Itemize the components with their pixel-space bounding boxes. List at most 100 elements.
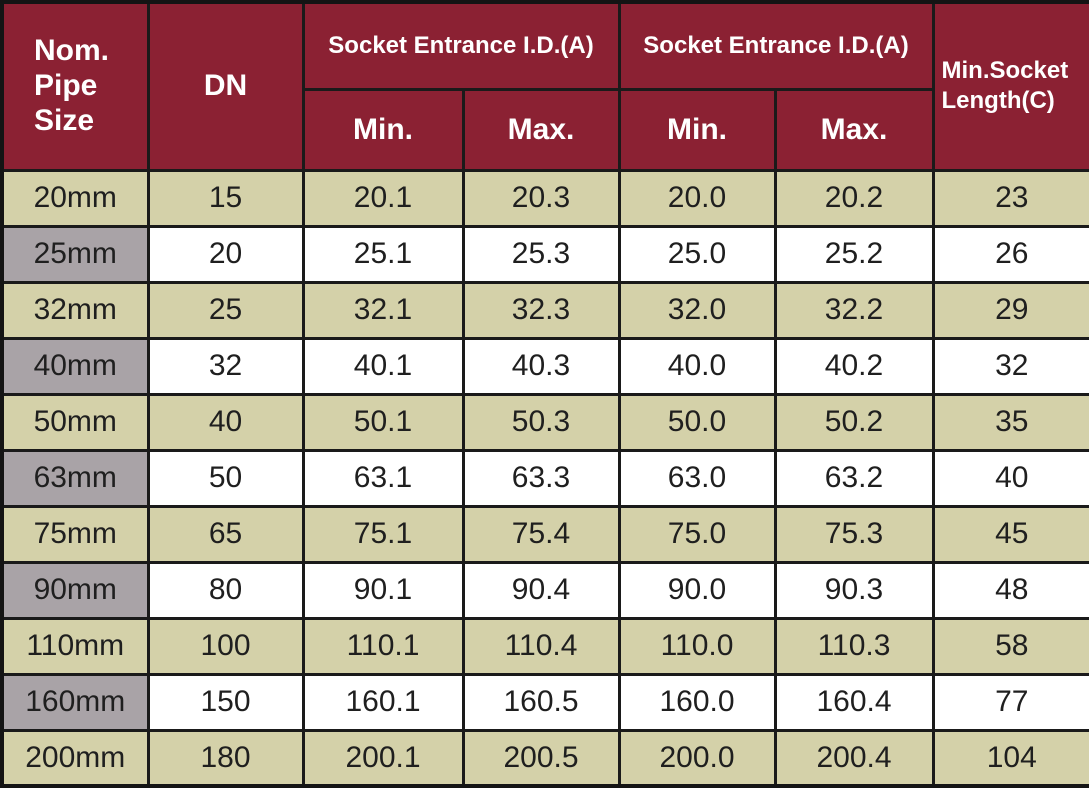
column-header-max-2: Max. [773,87,935,172]
max-a-cell: 50.3 [461,392,621,452]
socket-length-cell: 104 [931,728,1089,788]
dn-cell: 15 [146,168,305,228]
table-row: 75mm 65 75.1 75.4 75.0 75.3 45 [0,504,1089,564]
column-header-socket-length: Min.Socket Length(C) [931,0,1089,172]
table-row: 200mm 180 200.1 200.5 200.0 200.4 104 [0,728,1089,788]
max-a-cell: 160.5 [461,672,621,732]
dn-cell: 100 [146,616,305,676]
header-row-top: Nom. Pipe Size DN Socket Entrance I.D.(A… [0,0,1089,172]
table-row: 63mm 50 63.1 63.3 63.0 63.2 40 [0,448,1089,508]
max-b-cell: 25.2 [773,224,935,284]
table-row: 40mm 32 40.1 40.3 40.0 40.2 32 [0,336,1089,396]
min-b-cell: 75.0 [617,504,777,564]
column-header-pipe-size: Nom. Pipe Size [0,0,150,172]
min-b-cell: 63.0 [617,448,777,508]
socket-length-cell: 29 [931,280,1089,340]
table-row: 160mm 150 160.1 160.5 160.0 160.4 77 [0,672,1089,732]
socket-length-cell: 48 [931,560,1089,620]
max-a-cell: 200.5 [461,728,621,788]
table-row: 50mm 40 50.1 50.3 50.0 50.2 35 [0,392,1089,452]
max-b-cell: 50.2 [773,392,935,452]
max-a-cell: 32.3 [461,280,621,340]
min-a-cell: 40.1 [301,336,465,396]
dn-cell: 25 [146,280,305,340]
socket-length-cell: 58 [931,616,1089,676]
min-a-cell: 20.1 [301,168,465,228]
min-a-cell: 160.1 [301,672,465,732]
max-b-cell: 110.3 [773,616,935,676]
min-a-cell: 90.1 [301,560,465,620]
column-header-max-1: Max. [461,87,621,172]
pipe-size-cell: 63mm [0,448,150,508]
max-b-cell: 200.4 [773,728,935,788]
column-header-min-1: Min. [301,87,465,172]
table-row: 110mm 100 110.1 110.4 110.0 110.3 58 [0,616,1089,676]
max-a-cell: 63.3 [461,448,621,508]
pipe-size-cell: 90mm [0,560,150,620]
min-a-cell: 75.1 [301,504,465,564]
pipe-size-cell: 75mm [0,504,150,564]
socket-length-cell: 26 [931,224,1089,284]
min-b-cell: 90.0 [617,560,777,620]
table-row: 90mm 80 90.1 90.4 90.0 90.3 48 [0,560,1089,620]
table-header: Nom. Pipe Size DN Socket Entrance I.D.(A… [0,0,1089,172]
dn-cell: 20 [146,224,305,284]
socket-length-cell: 35 [931,392,1089,452]
max-a-cell: 90.4 [461,560,621,620]
min-a-cell: 25.1 [301,224,465,284]
max-b-cell: 63.2 [773,448,935,508]
pipe-size-cell: 32mm [0,280,150,340]
dn-cell: 80 [146,560,305,620]
min-a-cell: 32.1 [301,280,465,340]
column-group-socket-entrance-1: Socket Entrance I.D.(A) [301,0,621,91]
min-a-cell: 110.1 [301,616,465,676]
socket-length-cell: 23 [931,168,1089,228]
max-a-cell: 20.3 [461,168,621,228]
socket-length-cell: 40 [931,448,1089,508]
table-row: 20mm 15 20.1 20.3 20.0 20.2 23 [0,168,1089,228]
pipe-size-cell: 20mm [0,168,150,228]
pipe-size-cell: 40mm [0,336,150,396]
column-group-socket-entrance-2: Socket Entrance I.D.(A) [617,0,935,91]
dn-cell: 180 [146,728,305,788]
min-b-cell: 40.0 [617,336,777,396]
socket-length-cell: 45 [931,504,1089,564]
max-b-cell: 90.3 [773,560,935,620]
pipe-size-cell: 200mm [0,728,150,788]
min-b-cell: 25.0 [617,224,777,284]
max-b-cell: 40.2 [773,336,935,396]
dn-cell: 150 [146,672,305,732]
dn-cell: 65 [146,504,305,564]
min-a-cell: 200.1 [301,728,465,788]
min-a-cell: 63.1 [301,448,465,508]
pipe-size-cell: 25mm [0,224,150,284]
column-header-min-2: Min. [617,87,777,172]
socket-length-cell: 32 [931,336,1089,396]
min-b-cell: 200.0 [617,728,777,788]
table-body: 20mm 15 20.1 20.3 20.0 20.2 23 25mm 20 2… [0,168,1089,788]
max-a-cell: 25.3 [461,224,621,284]
dn-cell: 40 [146,392,305,452]
max-b-cell: 75.3 [773,504,935,564]
column-header-dn: DN [146,0,305,172]
max-a-cell: 75.4 [461,504,621,564]
table-row: 25mm 20 25.1 25.3 25.0 25.2 26 [0,224,1089,284]
min-b-cell: 110.0 [617,616,777,676]
min-a-cell: 50.1 [301,392,465,452]
header-row-sub: Min. Max. Min. Max. [2,87,1089,172]
min-b-cell: 20.0 [617,168,777,228]
dn-cell: 50 [146,448,305,508]
pipe-size-cell: 110mm [0,616,150,676]
min-b-cell: 32.0 [617,280,777,340]
table-row: 32mm 25 32.1 32.3 32.0 32.2 29 [0,280,1089,340]
socket-length-cell: 77 [931,672,1089,732]
min-b-cell: 160.0 [617,672,777,732]
max-b-cell: 32.2 [773,280,935,340]
pipe-size-cell: 50mm [0,392,150,452]
max-b-cell: 160.4 [773,672,935,732]
max-b-cell: 20.2 [773,168,935,228]
max-a-cell: 110.4 [461,616,621,676]
pipe-size-cell: 160mm [0,672,150,732]
dn-cell: 32 [146,336,305,396]
